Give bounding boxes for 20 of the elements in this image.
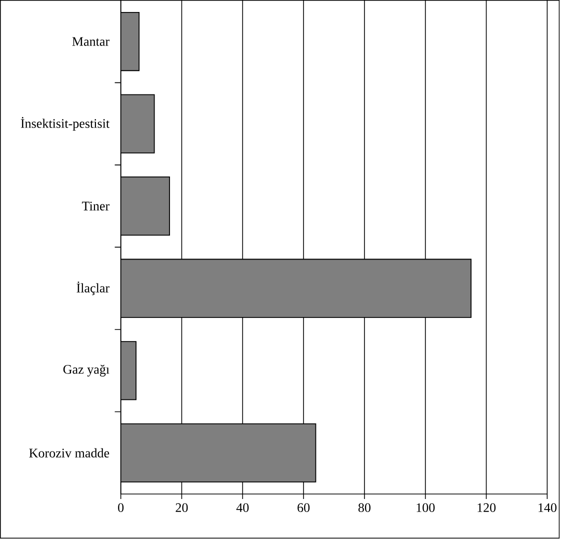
bar bbox=[120, 176, 170, 236]
bar bbox=[120, 12, 140, 72]
bar bbox=[120, 424, 316, 483]
x-tick-label: 60 bbox=[298, 503, 310, 512]
y-tick-label: Koroziv madde bbox=[29, 448, 110, 458]
y-tick-label: İlaçlar bbox=[76, 282, 110, 296]
y-tick-label: Mantar bbox=[72, 37, 110, 46]
bar bbox=[120, 341, 136, 400]
x-tick-label: 140 bbox=[538, 503, 556, 512]
bar bbox=[120, 94, 155, 154]
y-tick-label: Gaz yağı bbox=[63, 364, 110, 377]
x-tick-label: 0 bbox=[118, 503, 124, 512]
x-tick-label: 20 bbox=[176, 503, 188, 512]
x-tick-label: 100 bbox=[416, 503, 435, 512]
y-tick-label: İnsektisit-pestisit bbox=[20, 117, 110, 131]
x-tick-label: 40 bbox=[236, 503, 249, 512]
bar bbox=[120, 259, 472, 318]
x-tick-label: 120 bbox=[478, 503, 496, 512]
x-tick-label: 80 bbox=[358, 503, 370, 512]
y-tick-label: Tiner bbox=[82, 202, 110, 211]
